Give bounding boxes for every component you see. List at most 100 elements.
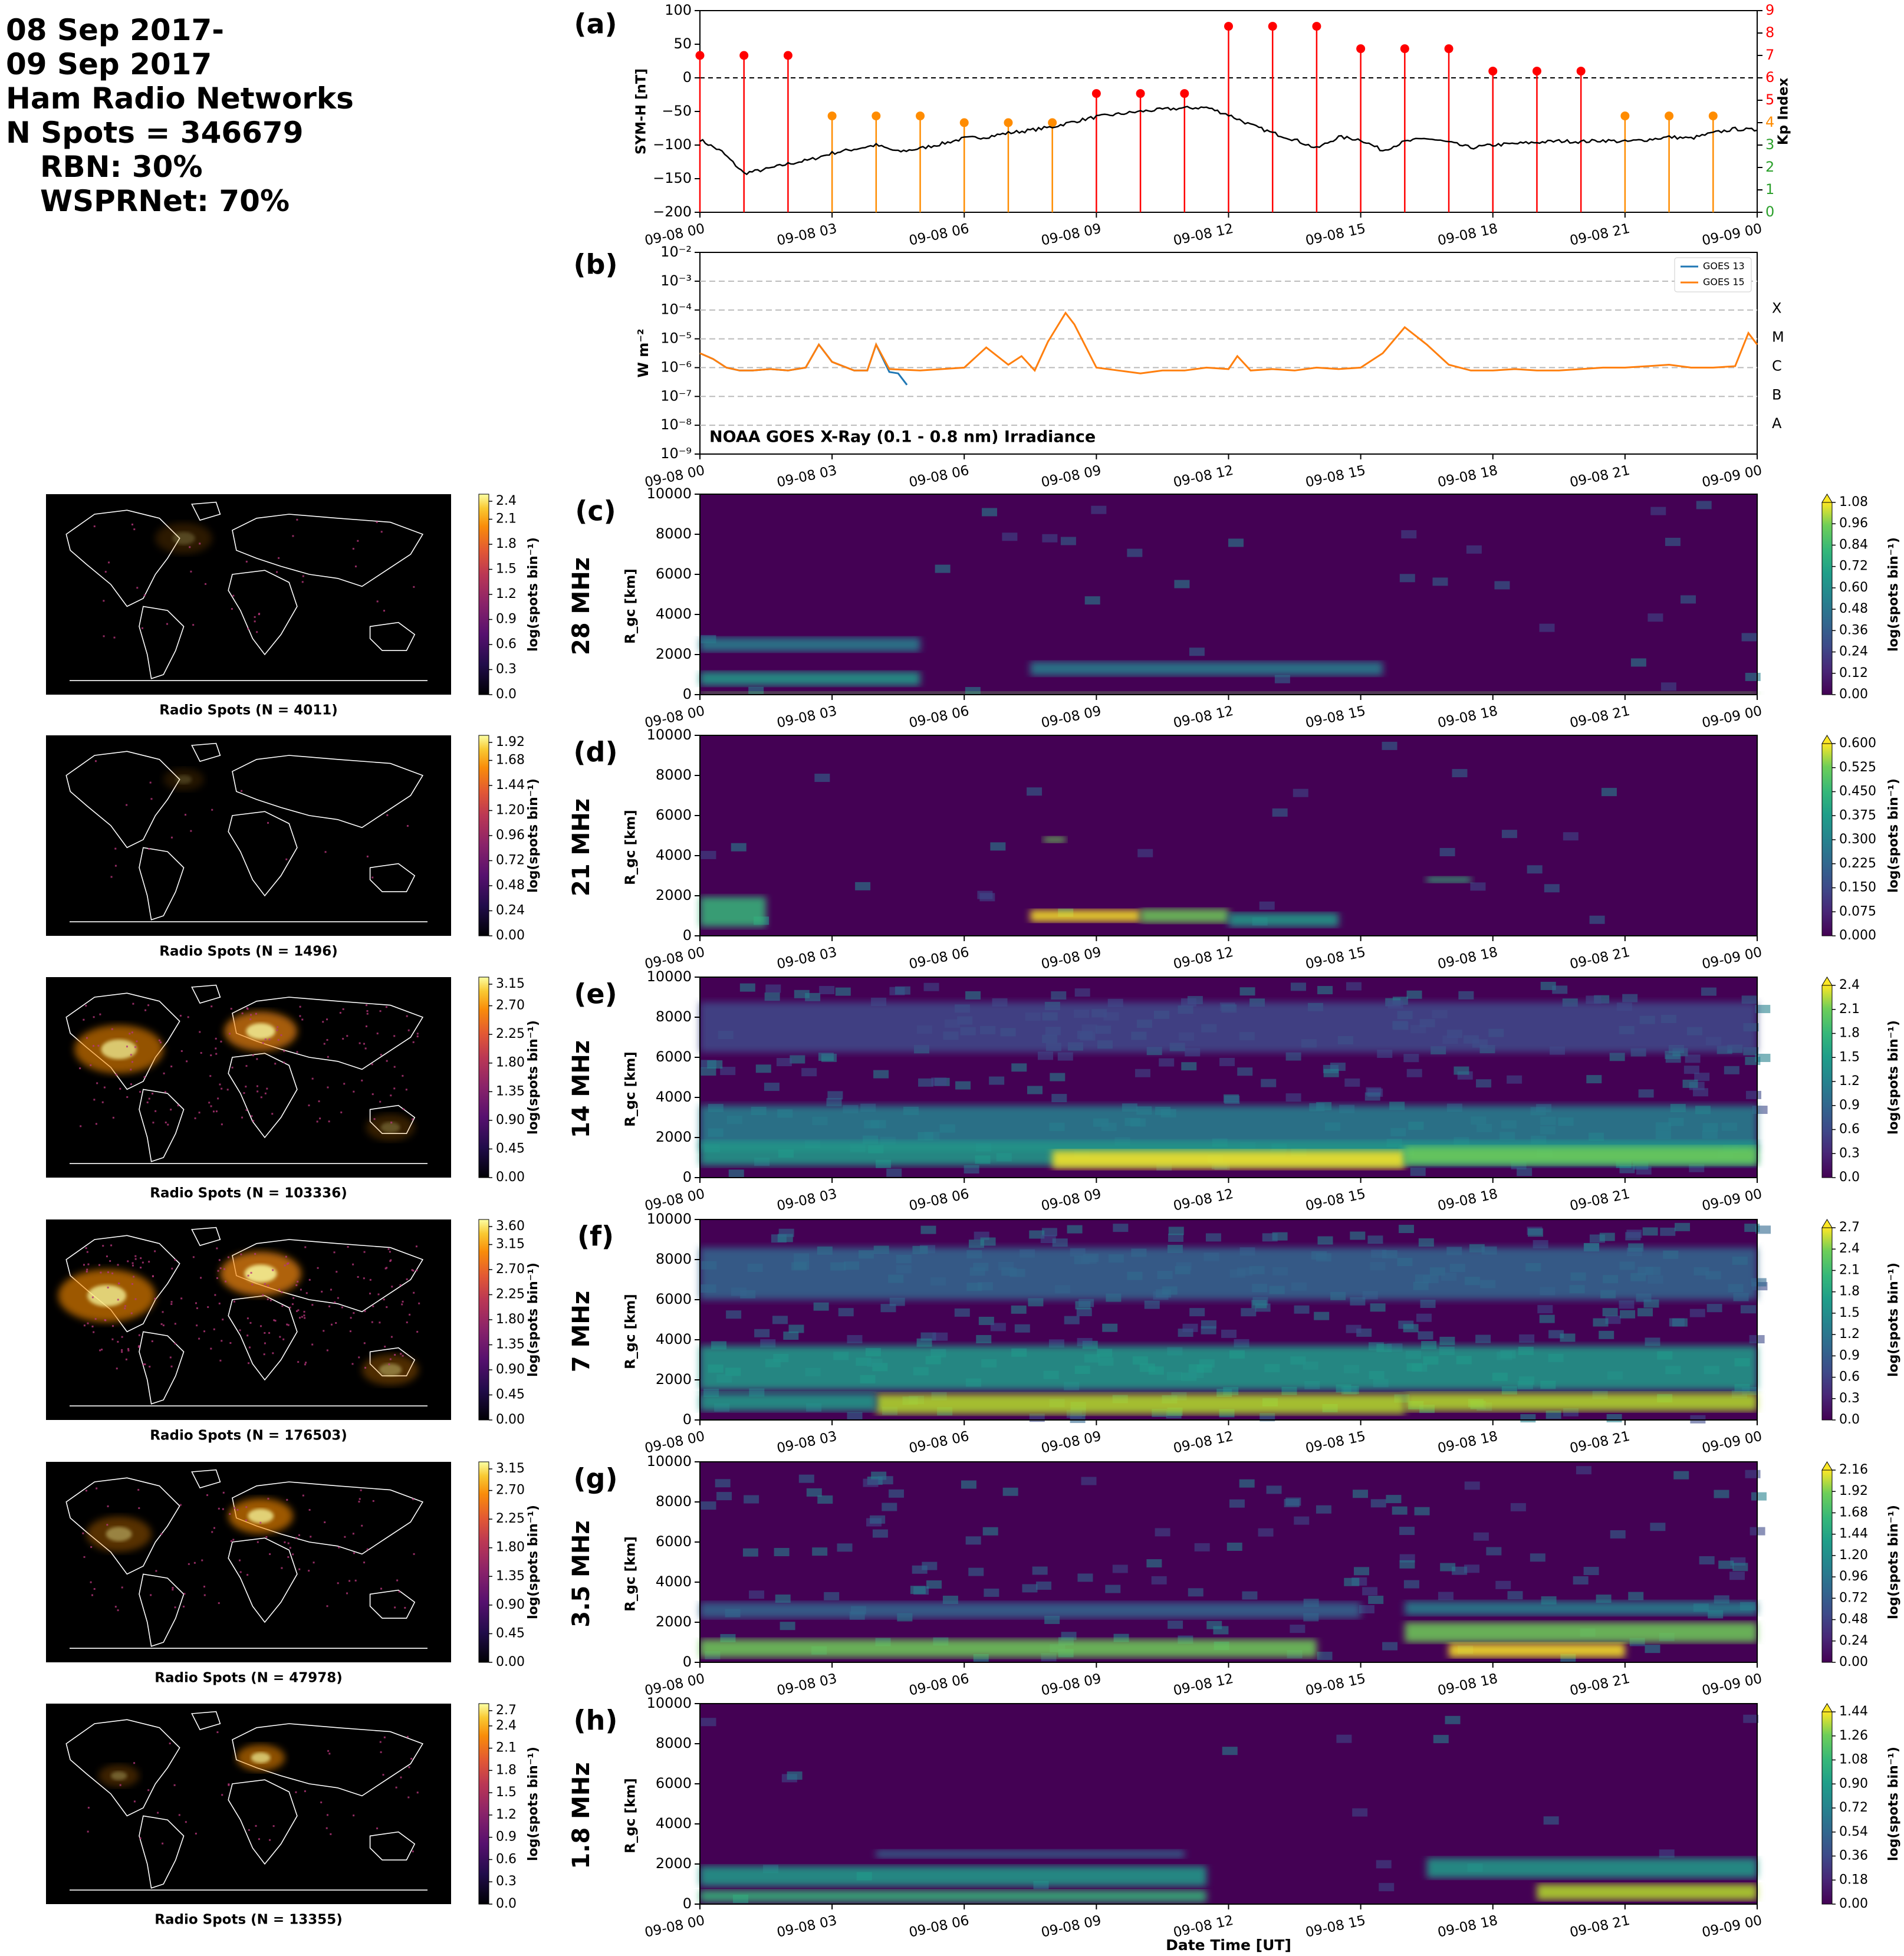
spot-pixel	[369, 1278, 371, 1281]
map-cbar-tick-label: 2.4	[496, 1718, 517, 1733]
heatmap-cell	[1146, 1559, 1162, 1568]
panel-a-xtick-label: 09-08 15	[1304, 221, 1367, 249]
spot-pixel	[96, 1082, 98, 1084]
map-cbar-tick-label: 1.35	[496, 1337, 525, 1352]
map-cbar-tick-label: 0.96	[496, 828, 525, 843]
heatmap-cell	[1439, 1336, 1455, 1345]
row-d: Radio Spots (N = 1496) 1.92 1.68 1.44 1.20 0.…	[46, 726, 1901, 972]
spot-pixel	[371, 1063, 373, 1066]
spot-pixel	[286, 1323, 288, 1326]
heatmap-ytick-label: 0	[683, 927, 692, 944]
heatmap-cell	[1418, 1238, 1434, 1247]
spot-pixel	[297, 1280, 299, 1283]
heatmap-cell	[1392, 1506, 1408, 1515]
heatmap-cell	[1519, 1334, 1535, 1343]
spot-pixel	[138, 1507, 140, 1510]
spot-pixel	[177, 1104, 179, 1107]
spot-pixel	[247, 1274, 249, 1277]
heatmap-cell	[1051, 1094, 1067, 1103]
heatmap-cell	[813, 1302, 829, 1311]
heatmap-e-xtick-label: 09-08 18	[1436, 1186, 1499, 1214]
spot-pixel	[337, 1582, 339, 1584]
spot-pixel	[210, 1347, 212, 1350]
spot-pixel	[407, 1029, 410, 1031]
spot-pixel	[411, 1269, 413, 1271]
heatmap-band	[1228, 912, 1339, 927]
spot-pixel	[393, 1066, 396, 1068]
heatmap-cell	[1040, 1235, 1056, 1244]
spot-pixel	[390, 1122, 393, 1124]
map-cbar-tick-label: 1.20	[496, 803, 525, 818]
spot-pixel	[118, 1283, 120, 1285]
panel-a-xtick-label: 09-08 21	[1568, 221, 1632, 249]
spot-pixel	[361, 1524, 363, 1527]
heatmap-cell	[1660, 1227, 1676, 1236]
spot-pixel	[142, 1261, 144, 1264]
heatmap-cell	[821, 1053, 837, 1062]
spot-pixel	[213, 1527, 215, 1529]
heatmap-cell	[1418, 1331, 1433, 1340]
heatmap-panel-label: (f)	[577, 1221, 614, 1253]
heatmap-cell	[1433, 1735, 1449, 1744]
heatmap-cell	[1091, 505, 1107, 514]
heatmap-cell	[1476, 1079, 1492, 1088]
spot-pixel	[150, 1594, 152, 1596]
heatmap-cell	[1539, 623, 1555, 632]
spot-pixel	[264, 1332, 266, 1334]
heatmap-cell	[980, 1237, 996, 1246]
panel-b-frame	[699, 252, 1758, 455]
spot-pixel	[140, 1267, 142, 1269]
heatmap-cbar-tick-label: 0.0	[1839, 1412, 1860, 1427]
spot-pixel	[240, 1253, 242, 1255]
heatmap-f-xtick-label: 09-08 21	[1568, 1429, 1632, 1457]
spot-pixel	[138, 1334, 140, 1336]
spot-pixel	[366, 1012, 369, 1015]
flare-class-label: A	[1772, 415, 1782, 432]
spot-pixel	[254, 616, 256, 618]
heatmap-cell	[1239, 1479, 1255, 1488]
heatmap-cell	[1354, 1567, 1370, 1576]
spot-pixel	[268, 1038, 271, 1041]
spot-pixel	[413, 1291, 415, 1294]
heatmap-cell	[1229, 1499, 1245, 1508]
map-cbar-tick-label: 2.7	[496, 1703, 517, 1718]
heatmap-cell	[923, 982, 939, 991]
spot-pixel	[136, 1040, 138, 1043]
heatmap-cell	[965, 991, 981, 1000]
heatmap-cell	[889, 1297, 905, 1306]
spot-pixel	[276, 571, 278, 573]
map-background	[46, 1704, 451, 1904]
spot-pixel	[99, 1349, 101, 1352]
spot-pixel	[203, 1330, 206, 1333]
kp-marker	[1620, 111, 1630, 121]
spot-pixel	[137, 1488, 140, 1491]
goes15-line	[699, 311, 1758, 374]
panel-a-ytick-right-label: 4	[1765, 114, 1774, 130]
spot-pixel	[117, 1298, 119, 1301]
spot-pixel	[369, 1293, 371, 1295]
heatmap-cell	[978, 1316, 994, 1325]
spot-pixel	[159, 1041, 162, 1044]
spot-pixel	[121, 1351, 123, 1353]
heatmap-cell	[1601, 788, 1617, 797]
heatmap-colorbar	[1821, 743, 1833, 936]
heatmap-cell	[990, 842, 1006, 851]
spot-pixel	[216, 1731, 219, 1734]
heatmap-f-xtick-label: 09-08 03	[775, 1429, 838, 1457]
spot-pixel	[212, 1110, 215, 1113]
map-background	[46, 735, 451, 936]
heatmap-panel-label: (d)	[574, 737, 618, 768]
spot-pixel	[295, 1791, 297, 1793]
spot-pixel	[257, 1541, 259, 1543]
spot-pixel	[286, 1498, 288, 1501]
spot-pixel	[154, 1110, 157, 1112]
spot-pixel	[389, 1260, 392, 1263]
heatmap-cbar-label: log(spots bin⁻¹)	[1886, 1505, 1901, 1619]
heatmap-cbar-tick-label: 1.44	[1839, 1527, 1868, 1541]
panel-b-xtick-label: 09-08 03	[775, 463, 838, 491]
heatmap-frequency-label: 7 MHz	[568, 1291, 595, 1372]
heatmap-cell	[1543, 1816, 1559, 1825]
spot-pixel	[280, 1034, 282, 1036]
map-colorbar	[478, 1219, 489, 1421]
map-colorbar	[478, 977, 489, 1178]
